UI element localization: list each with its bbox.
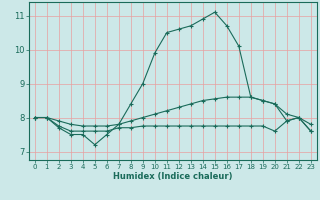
X-axis label: Humidex (Indice chaleur): Humidex (Indice chaleur) xyxy=(113,172,233,181)
